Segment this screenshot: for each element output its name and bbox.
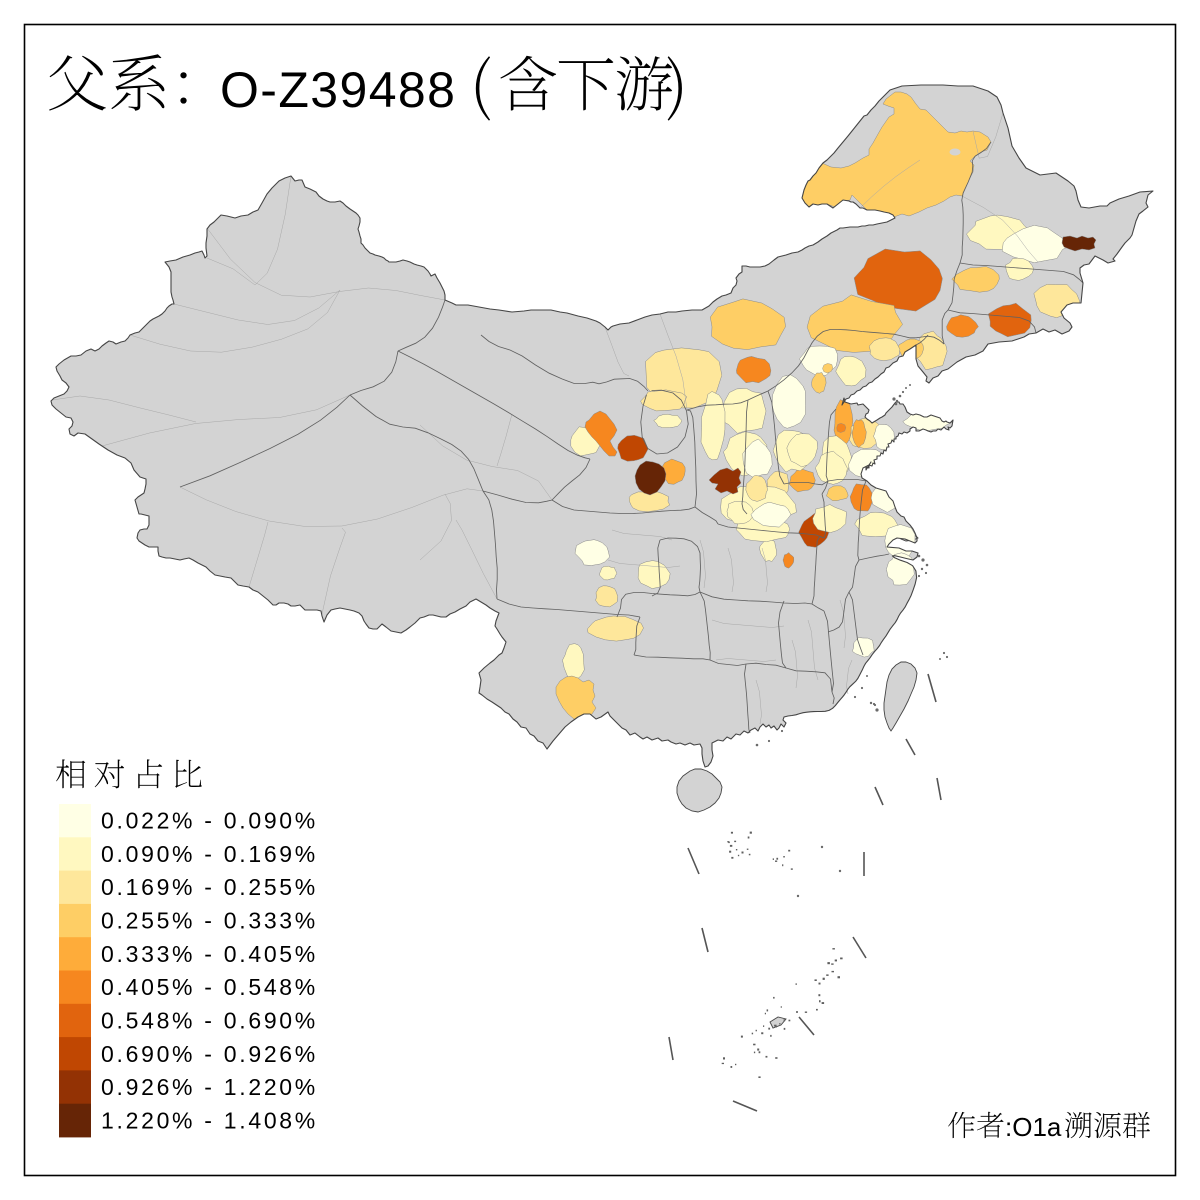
svg-text:0.548% - 0.690%: 0.548% - 0.690% — [101, 1007, 318, 1033]
svg-text:0.333% - 0.405%: 0.333% - 0.405% — [101, 941, 318, 967]
svg-text:0.255% - 0.333%: 0.255% - 0.333% — [101, 908, 318, 934]
svg-text:0.926% - 1.220%: 0.926% - 1.220% — [101, 1074, 318, 1100]
svg-text:O-Z39488: O-Z39488 — [220, 62, 456, 118]
svg-text:0.090% - 0.169%: 0.090% - 0.169% — [101, 841, 318, 867]
svg-text:0.690% - 0.926%: 0.690% - 0.926% — [101, 1041, 318, 1067]
svg-text:1.220% - 1.408%: 1.220% - 1.408% — [101, 1107, 318, 1133]
svg-text:0.169% - 0.255%: 0.169% - 0.255% — [101, 874, 318, 900]
svg-text:0.022% - 0.090%: 0.022% - 0.090% — [101, 808, 318, 834]
svg-text::O1a: :O1a — [1005, 1112, 1062, 1142]
svg-text:0.405% - 0.548%: 0.405% - 0.548% — [101, 974, 318, 1000]
